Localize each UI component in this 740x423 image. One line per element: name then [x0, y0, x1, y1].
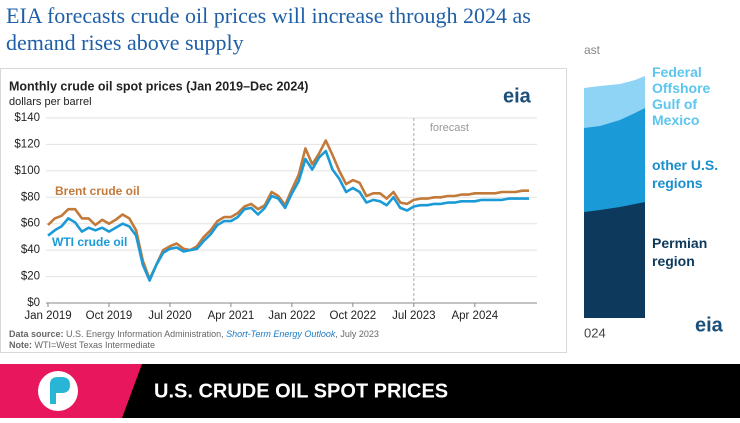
side-logo: eia — [695, 314, 724, 336]
y-tick-label: $20 — [21, 271, 40, 283]
side-label: other U.S. regions — [652, 157, 719, 191]
y-tick-label: $0 — [27, 297, 40, 309]
line-series — [47, 139, 529, 281]
headline-box: EIA forecasts crude oil prices will incr… — [6, 3, 531, 55]
side-title-fragment: ast — [584, 43, 601, 57]
x-tick-label: Jul 2023 — [392, 310, 435, 322]
source-date: , July 2023 — [335, 329, 379, 339]
x-tick-label: Apr 2024 — [451, 310, 498, 322]
x-tick-label: Jan 2022 — [268, 310, 315, 322]
label-box: other U.S. regions — [652, 157, 719, 191]
y-tick-label: $60 — [21, 218, 40, 230]
side-x-fragment: 024 — [584, 325, 606, 340]
banner-logo-mark — [50, 377, 70, 404]
series-label: Brent crude oil — [55, 184, 140, 198]
x-tick-label: Jan 2019 — [24, 310, 71, 322]
y-tick-label: $140 — [14, 112, 40, 124]
label-box: Permian region — [652, 235, 708, 269]
x-tick-label: Oct 2022 — [330, 310, 377, 322]
source-text: U.S. Energy Information Administration, — [66, 329, 224, 339]
note: Note: WTI=West Texas Intermediate — [9, 340, 155, 350]
banner-title: U.S. CRUDE OIL SPOT PRICES — [154, 380, 448, 402]
y-tick-label: $40 — [21, 244, 40, 256]
series-label: WTI crude oil — [52, 235, 127, 249]
side-label: Federal Offshore Gulf of Mexico — [652, 64, 711, 128]
y-tick-label: $120 — [14, 138, 40, 150]
label-box: Federal Offshore Gulf of Mexico — [652, 64, 711, 128]
note-label: Note: — [9, 340, 32, 350]
headline: EIA forecasts crude oil prices will incr… — [6, 3, 531, 55]
plot: $0 $20 $40 $60 $80 $100 $120 $140 Jan 2019 Oct 20… — [14, 112, 537, 322]
source-label: Data source: — [9, 329, 64, 339]
area-permian — [584, 202, 645, 318]
source: Data source: U.S. Energy Information Adm… — [9, 329, 379, 339]
source-link: Short-Term Energy Outlook — [226, 329, 336, 339]
x-tick-label: Oct 2019 — [86, 310, 133, 322]
forecast-label: forecast — [430, 122, 469, 134]
chart-title: Monthly crude oil spot prices (Jan 2019–… — [9, 79, 308, 93]
y-tick-label: $80 — [21, 191, 40, 203]
y-axis-label: dollars per barrel — [9, 96, 92, 108]
y-tick-label: $100 — [14, 165, 40, 177]
logo: eia — [503, 85, 532, 107]
side-label: Permian region — [652, 235, 708, 269]
note-text: WTI=West Texas Intermediate — [35, 340, 155, 350]
x-tick-label: Jul 2020 — [148, 310, 191, 322]
x-tick-label: Apr 2021 — [208, 310, 255, 322]
chart-frame — [0, 68, 567, 353]
line-series — [47, 149, 529, 282]
